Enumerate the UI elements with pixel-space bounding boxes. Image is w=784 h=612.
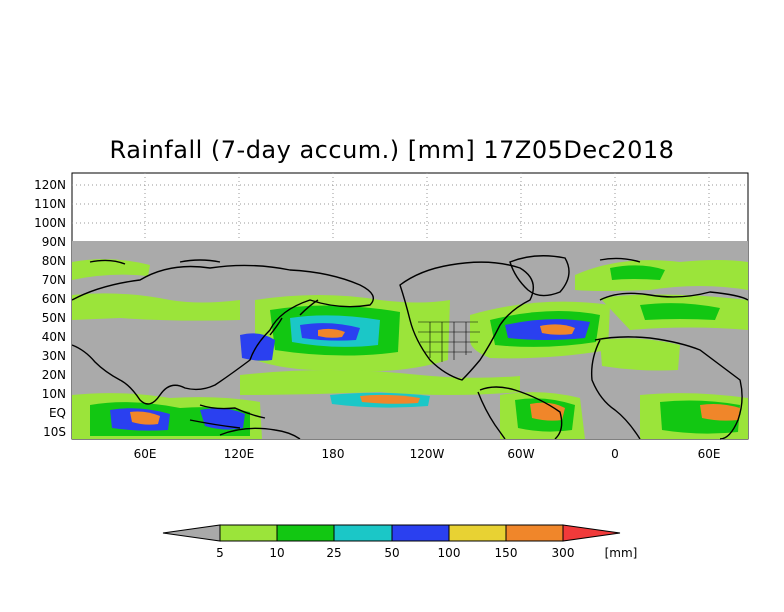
lat-label-50n: 50N — [41, 311, 66, 325]
lat-label-30n: 30N — [41, 349, 66, 363]
colorbar — [162, 524, 621, 542]
lon-label-60e-right: 60E — [697, 447, 721, 461]
colorbar-bin-150-300 — [505, 524, 564, 542]
colorbar-low-arrow — [162, 524, 221, 542]
rainfall-patches — [72, 259, 748, 439]
lon-label-120w: 120W — [409, 447, 445, 461]
lat-label-110n: 110N — [34, 197, 66, 211]
lat-label-60n: 60N — [41, 292, 66, 306]
lat-label-10n: 10N — [41, 387, 66, 401]
lat-label-100n: 100N — [34, 216, 66, 230]
colorbar-bin-100-150 — [448, 524, 507, 542]
map-title: Rainfall (7-day accum.) [mm] 17Z05Dec201… — [109, 136, 675, 164]
colorbar-high-arrow — [562, 524, 621, 542]
colorbar-bin-5-10 — [219, 524, 278, 542]
lon-label-0: 0 — [611, 447, 619, 461]
lat-label-20n: 20N — [41, 368, 66, 382]
colorbar-label-50: 50 — [384, 546, 400, 560]
lon-label-60e: 60E — [133, 447, 157, 461]
colorbar-label-150: 150 — [494, 546, 518, 560]
lat-label-40n: 40N — [41, 330, 66, 344]
grid-lines — [72, 173, 748, 241]
lon-label-180: 180 — [321, 447, 345, 461]
colorbar-bin-50-100 — [391, 524, 450, 542]
colorbar-label-5: 5 — [216, 546, 224, 560]
colorbar-unit: [mm] — [604, 546, 638, 560]
colorbar-bin-10-25 — [276, 524, 335, 542]
lat-label-120n: 120N — [34, 178, 66, 192]
colorbar-label-300: 300 — [551, 546, 575, 560]
colorbar-label-100: 100 — [437, 546, 461, 560]
colorbar-label-25: 25 — [326, 546, 342, 560]
lat-label-10s: 10S — [43, 425, 66, 439]
colorbar-bin-25-50 — [333, 524, 393, 542]
lon-label-60w: 60W — [507, 447, 535, 461]
lat-label-80n: 80N — [41, 254, 66, 268]
lat-label-70n: 70N — [41, 273, 66, 287]
lon-label-120e: 120E — [223, 447, 255, 461]
coastlines — [71, 255, 749, 440]
lat-label-90n: 90N — [41, 235, 66, 249]
colorbar-label-10: 10 — [269, 546, 285, 560]
lat-label-eq: EQ — [48, 406, 66, 420]
us-state-borders — [418, 321, 480, 362]
